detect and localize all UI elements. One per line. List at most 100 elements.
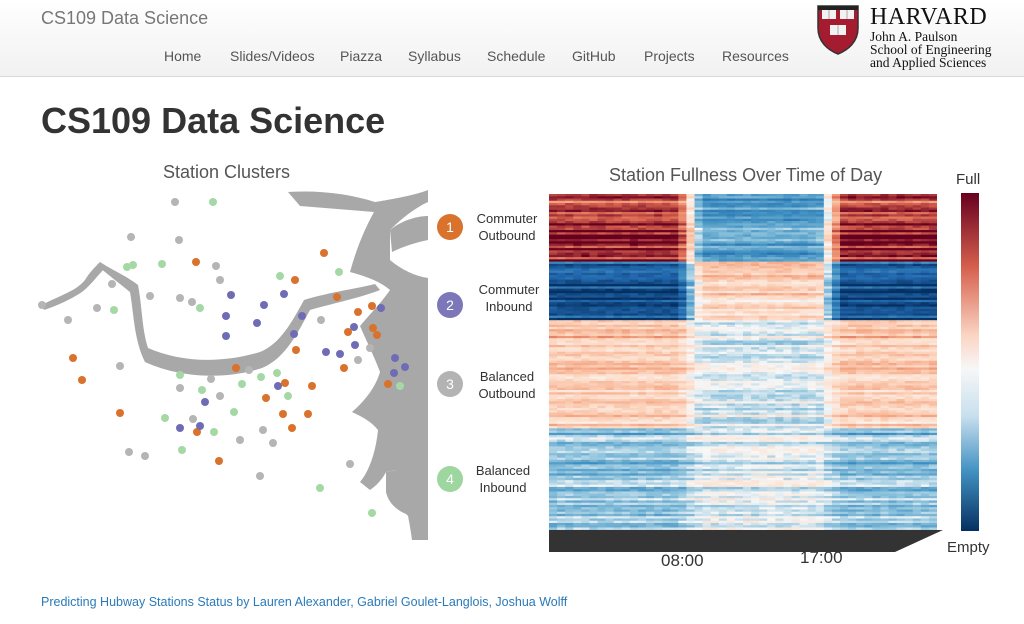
heatmap-cell [759,245,768,249]
heatmap-cell [928,320,937,323]
heatmap-cell [581,243,591,247]
harvard-seas-logo[interactable]: HARVARD John A. Paulson School of Engine… [816,4,1016,72]
nav-projects[interactable]: Projects [644,48,695,64]
heatmap-cell [637,306,647,310]
heatmap-cell [791,322,801,326]
heatmap-cell [872,212,882,215]
heatmap-cell [896,250,906,253]
heatmap-cell [807,225,817,229]
heatmap-cell [718,216,728,220]
nav-syllabus[interactable]: Syllabus [408,48,461,64]
heatmap-cell [613,399,623,402]
heatmap-cell [613,261,623,265]
heatmap-cell [662,378,671,382]
heatmap-cell [743,198,752,202]
heatmap-cell [694,349,704,353]
heatmap-cell [597,207,607,211]
heatmap-cell [654,279,663,283]
heatmap-cell [549,252,558,256]
heatmap-cell [888,306,898,310]
heatmap-cell [743,363,752,366]
heatmap-cell [775,414,785,418]
heatmap-cell [904,372,914,375]
heatmap-cell [896,284,906,287]
heatmap-cell [888,320,898,323]
heatmap-cell [815,419,825,422]
heatmap-cell [678,200,688,204]
heatmap-cell [767,376,776,380]
heatmap-cell [856,284,865,287]
nav-piazza[interactable]: Piazza [340,48,383,64]
heatmap-cell [896,241,906,244]
heatmap-cell [565,295,574,299]
heatmap-cell [799,390,809,393]
heatmap-cell [662,196,671,199]
heatmap-cell [743,299,752,303]
nav-resources[interactable]: Resources [722,48,789,64]
heatmap-cell [597,344,607,348]
brand-link[interactable]: CS109 Data Science [41,8,209,28]
heatmap-cell [573,295,582,299]
nav-github[interactable]: GitHub [572,48,616,64]
heatmap-cell [702,234,712,238]
gray-station-point [146,292,154,300]
heatmap-cell [743,322,752,326]
heatmap-cell [734,376,744,380]
heatmap-cell [637,378,647,382]
heatmap-cell [605,252,615,256]
heatmap-cell [678,293,688,296]
heatmap-cell [734,259,744,262]
heatmap-cell [734,311,744,314]
heatmap-cell [783,232,793,235]
heatmap-cell [840,225,849,229]
heatmap-cell [565,302,574,305]
heatmap-cell [888,311,898,314]
heatmap-cell [912,410,922,413]
heatmap-cell [621,331,631,335]
heatmap-cell [597,396,607,400]
heatmap-cell [662,304,671,308]
heatmap-cell [872,340,882,344]
heatmap-cell [557,344,566,348]
heatmap-cell [807,335,817,339]
heatmap-cell [751,230,760,233]
heatmap-cell [759,252,768,256]
heatmap-cell [912,313,922,317]
heatmap-cell [775,290,785,294]
heatmap-cell [621,363,631,366]
heatmap-cell [581,308,591,312]
nav-home[interactable]: Home [164,48,202,64]
heatmap-cell [654,356,663,359]
heatmap-cell [751,205,760,208]
heatmap-cell [888,360,898,364]
heatmap-cell [912,241,922,244]
heatmap-cell [856,290,865,294]
heatmap-cell [654,363,663,366]
heatmap-cell [864,403,873,407]
heatmap-cell [888,239,898,242]
heatmap-cell [694,308,704,312]
heatmap-cell [751,421,760,425]
heatmap-cell [751,293,760,296]
heatmap-cell [557,340,566,344]
heatmap-cell [791,286,801,290]
heatmap-cell [880,248,890,251]
heatmap-cell [840,385,849,389]
heatmap-cell [734,245,744,249]
heatmap-cell [710,399,720,402]
heatmap-cell [840,311,849,314]
heatmap-cell [920,272,930,276]
heatmap-cell [629,239,639,242]
heatmap-cell [743,196,752,199]
nav-schedule[interactable]: Schedule [487,48,546,64]
heatmap-cell [848,250,857,253]
heatmap-cell [767,335,776,339]
heatmap-cell [872,252,882,256]
heatmap-cell [775,245,785,249]
heatmap-cell [807,304,817,308]
heatmap-cell [557,268,566,272]
heatmap-cell [726,369,736,373]
nav-slides-videos[interactable]: Slides/Videos [230,48,315,64]
heatmap-cell [686,218,696,222]
heatmap-cell [751,412,760,416]
